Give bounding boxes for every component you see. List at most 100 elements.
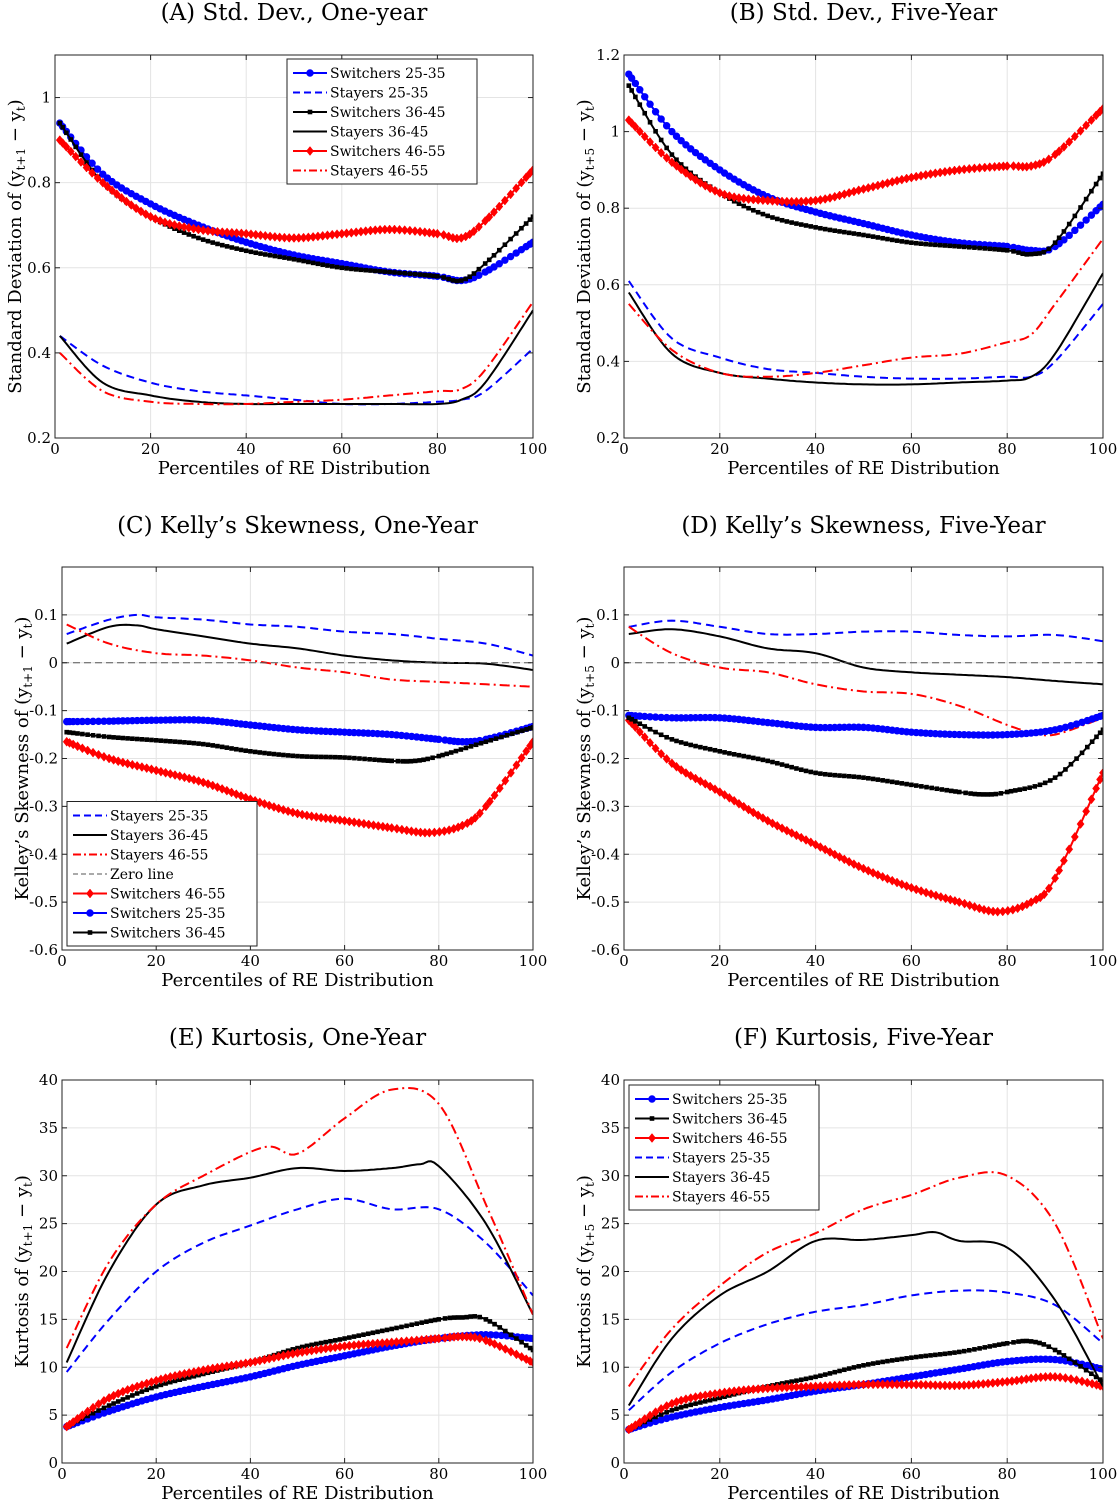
- series-switchers-25-35-point: [1065, 231, 1073, 240]
- series-switchers-36-45-point: [513, 231, 519, 236]
- series-switchers-36-45-point: [1011, 249, 1016, 254]
- series-switchers-36-45-point: [454, 278, 460, 284]
- series-switchers-46-55-point: [681, 168, 690, 178]
- series-switchers-36-45-point: [191, 740, 197, 746]
- series-switchers-36-45-point: [431, 273, 436, 279]
- series-switchers-36-45-point: [875, 235, 881, 240]
- series-switchers-36-45-point: [523, 221, 529, 226]
- series-switchers-36-45-point: [913, 1354, 919, 1360]
- series-switchers-36-45-point: [282, 255, 287, 260]
- series-switchers-36-45-point: [395, 758, 401, 764]
- x-tick-label: 100: [1089, 952, 1118, 970]
- series-switchers-46-55-point: [350, 817, 359, 828]
- series-switchers-36-45-point: [727, 751, 732, 756]
- series-switchers-36-45-point: [483, 1317, 489, 1322]
- legend-label-switchers-36-45: Switchers 36-45: [672, 1112, 788, 1128]
- y-tick-label: 0.1: [596, 606, 620, 624]
- series-switchers-36-45-point: [130, 736, 135, 741]
- series-switchers-46-55-point: [94, 1399, 103, 1409]
- series-switchers-36-45-point: [153, 1384, 159, 1389]
- series-switchers-36-45-point: [367, 757, 372, 762]
- x-tick-label: 100: [1089, 440, 1118, 458]
- plot-area: [624, 55, 1103, 438]
- series-switchers-36-45-point: [130, 1393, 135, 1398]
- x-tick-label: 0: [619, 440, 629, 458]
- series-switchers-46-55-point: [864, 865, 873, 876]
- series-switchers-36-45-point: [399, 1324, 404, 1330]
- series-switchers-36-45-point: [885, 1358, 890, 1364]
- chart-panel-4: 0 20 40 60 80 1000510152025303540Percentiles …: [39, 1071, 547, 1504]
- series-switchers-36-45-point: [913, 783, 919, 788]
- series-switchers-36-45-point: [934, 786, 940, 792]
- series-switchers-36-45-point: [229, 245, 235, 250]
- series-switchers-36-45-point: [446, 276, 451, 282]
- series-switchers-36-45-point: [1032, 784, 1038, 789]
- series-switchers-36-45-point: [459, 278, 464, 283]
- series-switchers-36-45-point: [487, 1319, 493, 1324]
- series-switchers-46-55-point: [369, 820, 378, 831]
- series-switchers-36-45-point: [519, 225, 524, 231]
- series-switchers-36-45-point: [499, 734, 504, 740]
- series-switchers-36-45-point: [765, 758, 770, 764]
- series-switchers-46-55-point: [1088, 1378, 1097, 1389]
- series-switchers-36-45-point: [1041, 249, 1047, 255]
- series-switchers-36-45-point: [1046, 1344, 1052, 1349]
- series-switchers-36-45-point: [865, 775, 871, 781]
- series-switchers-46-55-point: [512, 183, 521, 194]
- series-switchers-36-45-point: [400, 759, 406, 764]
- series-switchers-36-45-point: [889, 237, 895, 243]
- series-switchers-25-35-point: [696, 152, 705, 161]
- x-tick-label: 100: [1089, 1465, 1118, 1483]
- series-switchers-46-55-point: [469, 226, 478, 237]
- series-switchers-36-45-point: [707, 1397, 713, 1403]
- series-switchers-36-45-point: [1024, 1338, 1030, 1344]
- series-switchers-46-55-point: [878, 871, 887, 882]
- series-switchers-36-45-point: [301, 258, 306, 264]
- series-switchers-46-55-point: [321, 813, 330, 824]
- series-switchers-36-45-point: [698, 1400, 703, 1405]
- series-switchers-36-45-point: [467, 274, 473, 279]
- series-switchers-36-45-point: [468, 744, 474, 749]
- series-switchers-25-35-point: [701, 156, 709, 164]
- y-tick-label: 0: [610, 654, 620, 672]
- y-tick-label: 5: [48, 1406, 58, 1424]
- series-switchers-36-45-point: [741, 753, 747, 759]
- series-switchers-36-45-point: [115, 735, 121, 741]
- series-switchers-36-45-point: [717, 749, 723, 754]
- series-switchers-36-45-point: [664, 145, 669, 151]
- series-switchers-25-35-point: [677, 136, 685, 145]
- series-switchers-36-45-point: [337, 755, 343, 760]
- series-switchers-46-55-point: [108, 185, 116, 196]
- series-switchers-36-45-point: [200, 237, 206, 242]
- series-switchers-46-55-point: [416, 226, 424, 237]
- series-switchers-46-55-point: [317, 812, 325, 823]
- x-tick-label: 40: [237, 440, 256, 458]
- series-switchers-36-45-point: [1020, 1338, 1026, 1344]
- series-switchers-46-55-point: [247, 229, 255, 240]
- y-tick-label: 25: [601, 1215, 620, 1233]
- x-tick-label: 60: [902, 952, 921, 970]
- series-switchers-46-55-point: [646, 137, 654, 147]
- series-switchers-36-45-point: [377, 268, 383, 274]
- series-switchers-36-45-point: [813, 770, 818, 776]
- series-switchers-46-55-point: [640, 131, 649, 142]
- series-switchers-46-55-point: [411, 226, 419, 236]
- series-switchers-46-55-point: [89, 1402, 97, 1413]
- x-axis-label: Percentiles of RE Distribution: [158, 458, 431, 479]
- series-switchers-36-45-point: [870, 776, 876, 782]
- series-switchers-36-45-point: [111, 1401, 116, 1406]
- series-stayers-25-35-line: [628, 1289, 1103, 1412]
- series-switchers-36-45-point: [842, 229, 847, 235]
- series-switchers-36-45-point: [1042, 780, 1048, 786]
- y-tick-label: 40: [601, 1071, 620, 1089]
- series-switchers-25-35-point: [512, 249, 520, 257]
- series-switchers-36-45-point: [421, 757, 426, 763]
- series-switchers-46-55-point: [194, 224, 203, 235]
- series-switchers-46-55-point: [888, 875, 897, 886]
- series-group: [624, 1171, 1103, 1435]
- series-switchers-36-45-point: [295, 753, 300, 759]
- series-switchers-46-55-point: [635, 727, 644, 737]
- series-switchers-46-55-point: [1003, 161, 1012, 171]
- series-switchers-46-55-point: [730, 192, 739, 203]
- series-switchers-46-55-point: [485, 212, 494, 222]
